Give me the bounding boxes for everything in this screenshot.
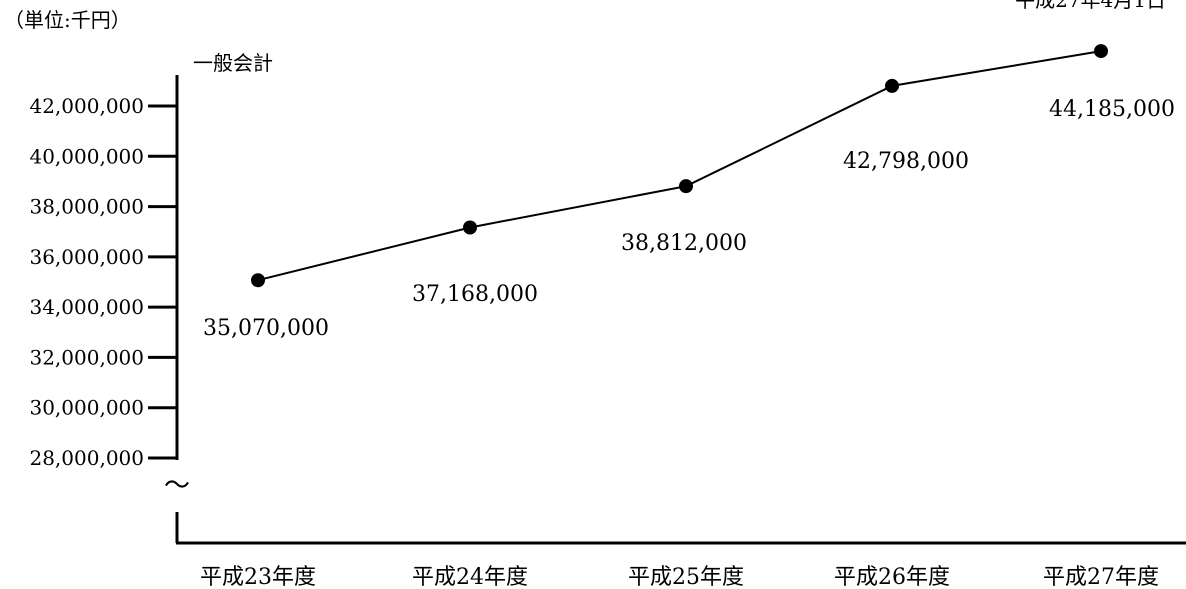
y-tick-label: 28,000,000 (29, 446, 144, 470)
data-markers (251, 44, 1108, 288)
x-tick-label: 平成24年度 (412, 565, 528, 589)
data-label: 35,070,000 (203, 316, 329, 341)
x-tick-labels: 平成23年度 平成24年度 平成25年度 平成26年度 平成27年度 (200, 565, 1159, 589)
y-tick-label: 38,000,000 (29, 195, 144, 219)
data-point-marker (251, 273, 265, 288)
data-label: 42,798,000 (843, 149, 969, 174)
unit-label: （単位:千円） (4, 8, 131, 32)
data-point-marker (463, 220, 477, 235)
x-tick-label: 平成26年度 (834, 565, 950, 589)
y-tick-label: 32,000,000 (29, 345, 144, 369)
x-tick-label: 平成27年度 (1043, 565, 1159, 589)
y-tick-label: 42,000,000 (29, 94, 144, 118)
y-tick-label: 40,000,000 (29, 144, 144, 168)
data-label: 37,168,000 (412, 282, 538, 307)
data-point-marker (1094, 44, 1108, 59)
y-ticks: 28,000,000 30,000,000 32,000,000 34,000,000… (29, 94, 177, 470)
y-tick-label: 36,000,000 (29, 245, 144, 269)
data-labels: 35,070,000 37,168,000 38,812,000 42,798,000… (203, 97, 1175, 341)
series-name-label: 一般会計 (193, 51, 273, 75)
x-tick-label: 平成23年度 (200, 565, 316, 589)
y-tick-label: 30,000,000 (29, 396, 144, 420)
data-label: 44,185,000 (1049, 97, 1175, 122)
axis-break-mark: ～ (164, 471, 190, 501)
y-tick-label: 34,000,000 (29, 295, 144, 319)
x-tick-label: 平成25年度 (628, 565, 744, 589)
y-axis: ～ 28,000,000 30,000,000 32,000,000 34,000,0… (29, 75, 190, 543)
data-point-marker (885, 78, 899, 93)
date-label: 平成27年4月1日 (1015, 0, 1166, 12)
data-label: 38,812,000 (621, 231, 747, 256)
data-point-marker (679, 179, 693, 194)
